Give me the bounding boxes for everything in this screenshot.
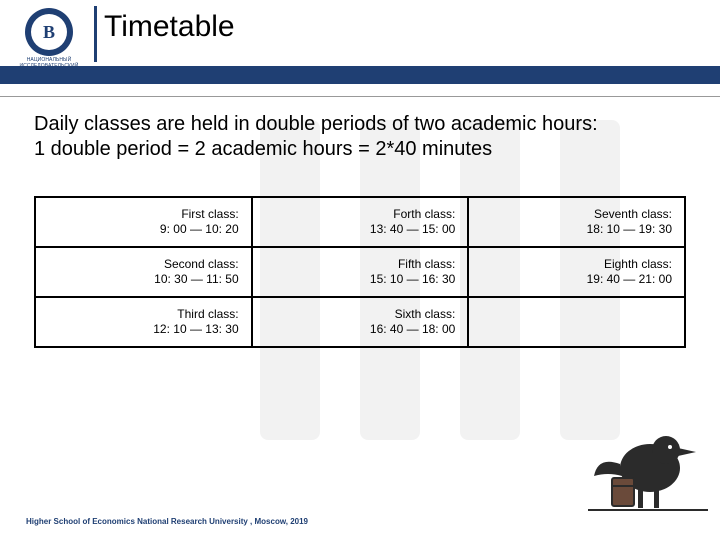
timetable: First class: 9: 00 — 10: 20 Forth class:… — [34, 196, 686, 348]
class-time: 19: 40 — 21: 00 — [475, 272, 672, 287]
footer-text: Higher School of Economics National Rese… — [20, 515, 314, 528]
table-cell: First class: 9: 00 — 10: 20 — [35, 197, 252, 247]
title-block: Timetable — [104, 10, 235, 44]
title-vertical-rule — [94, 6, 97, 62]
table-row: Second class: 10: 30 — 11: 50 Fifth clas… — [35, 247, 685, 297]
table-row: Third class: 12: 10 — 13: 30 Sixth class… — [35, 297, 685, 347]
intro-line-1: Daily classes are held in double periods… — [34, 112, 686, 137]
class-label: Eighth class: — [475, 257, 672, 272]
class-label: Forth class: — [259, 207, 456, 222]
class-label: Second class: — [42, 257, 239, 272]
class-time: 12: 10 — 13: 30 — [42, 322, 239, 337]
horizontal-rule — [0, 96, 720, 97]
table-cell: Seventh class: 18: 10 — 19: 30 — [468, 197, 685, 247]
class-label: Third class: — [42, 307, 239, 322]
class-time: 15: 10 — 16: 30 — [259, 272, 456, 287]
table-cell: Second class: 10: 30 — 11: 50 — [35, 247, 252, 297]
class-label: Sixth class: — [259, 307, 456, 322]
class-label: Seventh class: — [475, 207, 672, 222]
logo-circle: B — [25, 8, 73, 56]
class-time: 13: 40 — 15: 00 — [259, 222, 456, 237]
class-label: Fifth class: — [259, 257, 456, 272]
table-cell: Third class: 12: 10 — 13: 30 — [35, 297, 252, 347]
class-time: 16: 40 — 18: 00 — [259, 322, 456, 337]
header-band — [0, 66, 720, 84]
class-time: 9: 00 — 10: 20 — [42, 222, 239, 237]
table-cell: Fifth class: 15: 10 — 16: 30 — [252, 247, 469, 297]
class-label: First class: — [42, 207, 239, 222]
timetable-table: First class: 9: 00 — 10: 20 Forth class:… — [34, 196, 686, 348]
page-title: Timetable — [104, 10, 235, 44]
table-cell: Eighth class: 19: 40 — 21: 00 — [468, 247, 685, 297]
table-row: First class: 9: 00 — 10: 20 Forth class:… — [35, 197, 685, 247]
crow-illustration — [588, 406, 708, 516]
logo: B НАЦИОНАЛЬНЫЙ ИССЛЕДОВАТЕЛЬСКИЙ УНИВЕРС… — [14, 8, 84, 75]
table-cell: Forth class: 13: 40 — 15: 00 — [252, 197, 469, 247]
table-cell-empty — [468, 297, 685, 347]
intro-line-2: 1 double period = 2 academic hours = 2*4… — [34, 137, 686, 162]
table-cell: Sixth class: 16: 40 — 18: 00 — [252, 297, 469, 347]
intro-text: Daily classes are held in double periods… — [34, 112, 686, 162]
logo-letter: B — [31, 14, 67, 50]
slide: B НАЦИОНАЛЬНЫЙ ИССЛЕДОВАТЕЛЬСКИЙ УНИВЕРС… — [0, 0, 720, 540]
class-time: 10: 30 — 11: 50 — [42, 272, 239, 287]
class-time: 18: 10 — 19: 30 — [475, 222, 672, 237]
